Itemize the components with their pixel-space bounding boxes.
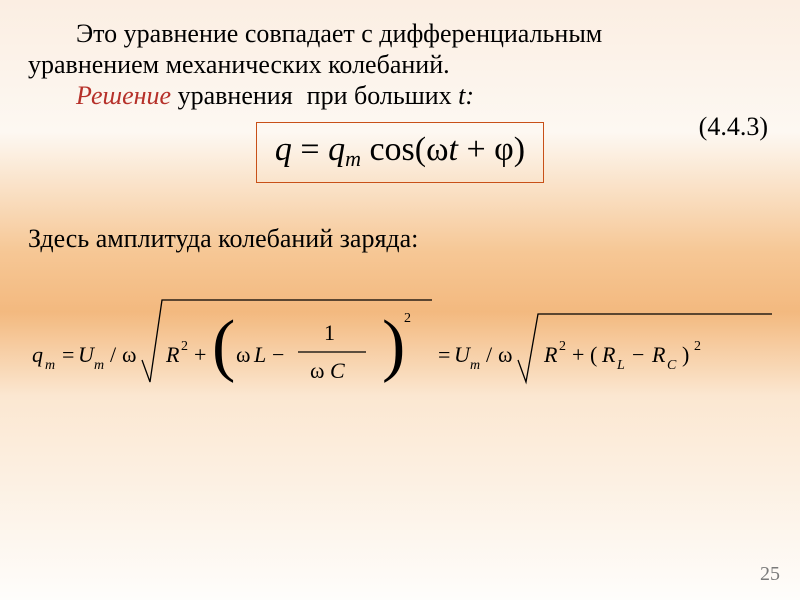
amp-C: C <box>330 358 345 383</box>
amp-RC-C: C <box>667 358 677 373</box>
amp-RL-R: R <box>601 342 616 367</box>
amp-eq2: = <box>438 342 450 367</box>
amp-R2sq: 2 <box>559 339 566 354</box>
equation-number-row: (4.4.3) <box>28 112 772 140</box>
solution-tail: при больших <box>307 81 458 110</box>
amplitude-formula: q m = U m / ω R 2 + ( ) 2 ω L − <box>28 282 772 412</box>
amp-bigsq: 2 <box>404 311 411 326</box>
solution-var-t: t: <box>458 81 474 110</box>
solution-rest: уравнения <box>171 81 293 110</box>
amp-qm-m: m <box>45 358 55 373</box>
solution-word: Решение <box>76 81 171 110</box>
amp-bigL: ( <box>212 307 235 384</box>
amp-omega4: ω <box>498 342 512 367</box>
eq-qm-m: m <box>345 146 361 171</box>
amp-omega1: ω <box>122 342 136 367</box>
amp-minus: − <box>272 342 284 367</box>
solution-line: Решение уравнения при больших t: <box>28 80 772 111</box>
amp-Um1: m <box>94 358 104 373</box>
amp-one: 1 <box>324 320 335 345</box>
intro-line-2: уравнением механических колебаний. <box>28 49 772 80</box>
amp-Um2: m <box>470 358 480 373</box>
equation-number: (4.4.3) <box>699 112 768 142</box>
amp-paren2sq: 2 <box>694 339 701 354</box>
amp-lpar2: ( <box>590 342 597 367</box>
amp-R1: R <box>165 342 180 367</box>
amp-RL-L: L <box>616 358 625 373</box>
amp-qm-q: q <box>32 342 43 367</box>
amp-RC-R: R <box>651 342 666 367</box>
amp-slash1: / <box>110 342 117 367</box>
amp-R1sq: 2 <box>181 339 188 354</box>
amp-slash2: / <box>486 342 493 367</box>
amp-L: L <box>253 342 266 367</box>
amp-rpar2: ) <box>682 342 689 367</box>
slide-content: Это уравнение совпадает с дифференциальн… <box>0 0 800 600</box>
amp-R2: R <box>543 342 558 367</box>
amp-omega3: ω <box>310 358 324 383</box>
amp-minus2: − <box>632 342 644 367</box>
slide-number: 25 <box>760 563 780 586</box>
amp-bigR: ) <box>382 307 405 384</box>
amp-plus1: + <box>194 342 206 367</box>
amp-omega2: ω <box>236 342 250 367</box>
amp-plus2: + <box>572 342 584 367</box>
amp-eq1: = <box>62 342 74 367</box>
intro-line-1: Это уравнение совпадает с дифференциальн… <box>28 18 772 49</box>
amplitude-label: Здесь амплитуда колебаний заряда: <box>28 223 772 254</box>
